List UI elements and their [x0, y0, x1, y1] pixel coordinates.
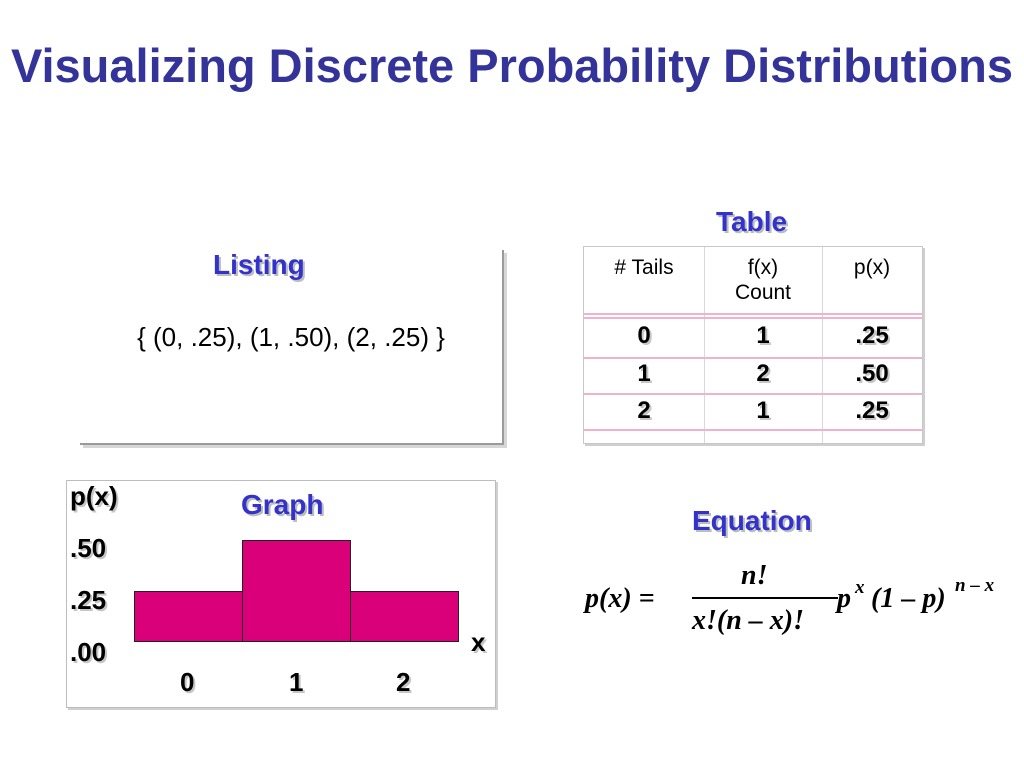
- row-divider: [584, 357, 922, 359]
- bar-x-2: [350, 591, 459, 642]
- table-cell: 0: [637, 322, 651, 349]
- listing-box: { (0, .25), (1, .50), (2, .25) }: [80, 250, 504, 445]
- row-divider: [584, 429, 922, 431]
- bar-x-0: [134, 591, 243, 642]
- x-tick-label: 2: [396, 667, 411, 697]
- binomial-equation: p(x) = n! x!(n – x)! p x (1 – p) n – x: [585, 555, 1015, 645]
- probability-table: # Tails f(x) Count p(x) 0 1 .25 1 2 .50 …: [583, 246, 923, 444]
- y-tick-label: .50: [70, 533, 107, 563]
- table-cell: 1: [756, 322, 770, 349]
- equation-lhs: p(x) =: [585, 583, 655, 614]
- graph-panel: Graph p(x) .50 .25 .00 x 0 1 2: [66, 480, 496, 708]
- listing-text: { (0, .25), (1, .50), (2, .25) }: [137, 322, 445, 352]
- header-divider: [584, 313, 922, 315]
- bar-x-1: [242, 540, 351, 642]
- table-cell: .25: [855, 322, 889, 349]
- table-cell: 2: [756, 360, 770, 387]
- x-tick-label: 0: [180, 667, 195, 697]
- y-tick-label: .25: [70, 585, 107, 615]
- x-axis-label: x: [471, 627, 486, 657]
- slide-title: Visualizing Discrete Probability Distrib…: [10, 39, 1013, 92]
- column-divider: [704, 247, 705, 443]
- table-cell: .50: [855, 360, 889, 387]
- header-count: f(x) Count: [734, 256, 792, 304]
- graph-heading: Graph: [241, 489, 324, 520]
- header-divider: [584, 317, 922, 319]
- listing-heading: Listing: [213, 249, 305, 280]
- header-tails: # Tails: [614, 256, 674, 279]
- x-tick-label: 1: [289, 667, 304, 697]
- equation-paren-exponent: n – x: [955, 575, 995, 596]
- equation-factor-exponent: x: [855, 577, 865, 598]
- table-cell: 1: [756, 397, 770, 424]
- equation-numerator: n!: [741, 560, 768, 591]
- table-cell: 2: [637, 397, 651, 424]
- table-cell: 1: [637, 360, 651, 387]
- equation-denominator: x!(n – x)!: [692, 605, 805, 636]
- equation-paren-term: (1 – p): [871, 583, 946, 614]
- fraction-bar: [692, 597, 838, 599]
- table-heading: Table: [716, 206, 788, 237]
- row-divider: [584, 393, 922, 395]
- equation-heading: Equation: [692, 505, 812, 536]
- bars-layer: [67, 481, 495, 707]
- table-cell: .25: [855, 397, 889, 424]
- y-axis-label: p(x): [70, 481, 118, 511]
- y-tick-label: .00: [70, 637, 107, 667]
- equation-factor: p: [837, 583, 851, 614]
- header-px: p(x): [853, 256, 891, 279]
- column-divider: [822, 247, 823, 443]
